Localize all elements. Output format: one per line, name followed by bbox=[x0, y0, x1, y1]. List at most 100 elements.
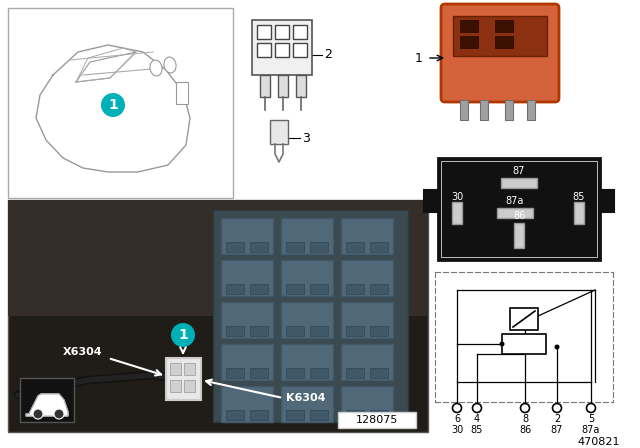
Bar bbox=[20, 378, 74, 422]
Bar bbox=[296, 75, 306, 97]
Polygon shape bbox=[76, 52, 136, 82]
Bar bbox=[286, 368, 304, 378]
Bar bbox=[184, 363, 195, 375]
Bar bbox=[226, 242, 244, 252]
Circle shape bbox=[499, 341, 504, 346]
Bar bbox=[278, 75, 288, 97]
Bar bbox=[281, 302, 333, 338]
Bar bbox=[176, 82, 188, 104]
Bar bbox=[281, 218, 333, 254]
Bar bbox=[453, 16, 547, 56]
Bar bbox=[250, 242, 268, 252]
Bar bbox=[341, 302, 393, 338]
Bar bbox=[346, 410, 364, 420]
Bar bbox=[510, 308, 538, 330]
Text: 85: 85 bbox=[573, 192, 585, 202]
Bar bbox=[370, 368, 388, 378]
Bar bbox=[250, 410, 268, 420]
Bar bbox=[346, 242, 364, 252]
Bar bbox=[226, 368, 244, 378]
Bar bbox=[8, 200, 428, 432]
Text: 30: 30 bbox=[451, 425, 463, 435]
Bar bbox=[600, 190, 614, 212]
Bar bbox=[346, 326, 364, 336]
Bar bbox=[213, 210, 408, 422]
Bar bbox=[257, 43, 271, 57]
Bar bbox=[8, 200, 428, 316]
Text: 8: 8 bbox=[522, 414, 528, 424]
Bar bbox=[281, 260, 333, 296]
Bar bbox=[286, 326, 304, 336]
Circle shape bbox=[472, 404, 481, 413]
Circle shape bbox=[33, 409, 43, 419]
Bar bbox=[310, 284, 328, 294]
Bar bbox=[502, 334, 546, 354]
Text: 4: 4 bbox=[474, 414, 480, 424]
Bar bbox=[338, 412, 416, 428]
Circle shape bbox=[171, 323, 195, 347]
Text: 470821: 470821 bbox=[577, 437, 620, 447]
Text: 85: 85 bbox=[471, 425, 483, 435]
Circle shape bbox=[54, 409, 64, 419]
Bar bbox=[170, 363, 181, 375]
Bar bbox=[250, 326, 268, 336]
Bar bbox=[460, 20, 478, 32]
Text: 86: 86 bbox=[513, 211, 525, 221]
Bar bbox=[370, 242, 388, 252]
Circle shape bbox=[452, 404, 461, 413]
Bar bbox=[460, 36, 478, 48]
Bar bbox=[480, 100, 488, 120]
Bar bbox=[221, 218, 273, 254]
Bar bbox=[250, 368, 268, 378]
Bar bbox=[452, 202, 462, 224]
Bar bbox=[514, 223, 524, 248]
Bar bbox=[495, 20, 513, 32]
Bar bbox=[527, 100, 535, 120]
Bar bbox=[226, 284, 244, 294]
Bar bbox=[441, 161, 597, 257]
Text: 86: 86 bbox=[519, 425, 531, 435]
Bar bbox=[341, 260, 393, 296]
Bar bbox=[310, 410, 328, 420]
Bar bbox=[310, 326, 328, 336]
Bar bbox=[221, 260, 273, 296]
Bar bbox=[221, 344, 273, 380]
Text: 2: 2 bbox=[324, 48, 332, 61]
Bar bbox=[310, 242, 328, 252]
Bar bbox=[424, 190, 438, 212]
Bar bbox=[341, 386, 393, 422]
Bar bbox=[286, 410, 304, 420]
Circle shape bbox=[552, 404, 561, 413]
Text: 87a: 87a bbox=[506, 196, 524, 206]
Bar bbox=[257, 25, 271, 39]
Bar bbox=[275, 25, 289, 39]
Bar bbox=[346, 368, 364, 378]
Bar bbox=[293, 43, 307, 57]
Bar bbox=[221, 302, 273, 338]
Text: 1: 1 bbox=[108, 98, 118, 112]
Text: X6304: X6304 bbox=[63, 347, 102, 357]
Bar bbox=[505, 100, 513, 120]
Bar bbox=[435, 272, 613, 402]
Bar bbox=[286, 242, 304, 252]
Bar bbox=[8, 8, 233, 198]
Bar bbox=[293, 25, 307, 39]
Bar bbox=[286, 284, 304, 294]
Bar bbox=[438, 158, 600, 260]
Bar bbox=[460, 100, 468, 120]
Text: 2: 2 bbox=[554, 414, 560, 424]
Bar bbox=[226, 410, 244, 420]
Text: 1: 1 bbox=[178, 328, 188, 342]
Bar bbox=[341, 218, 393, 254]
Bar bbox=[370, 284, 388, 294]
Bar bbox=[184, 380, 195, 392]
Text: 87: 87 bbox=[551, 425, 563, 435]
Bar bbox=[370, 326, 388, 336]
Text: 5: 5 bbox=[588, 414, 594, 424]
Bar bbox=[310, 368, 328, 378]
Bar bbox=[501, 178, 537, 188]
Bar bbox=[252, 20, 312, 75]
Bar bbox=[170, 380, 181, 392]
Text: 128075: 128075 bbox=[356, 415, 398, 425]
Circle shape bbox=[554, 345, 559, 349]
